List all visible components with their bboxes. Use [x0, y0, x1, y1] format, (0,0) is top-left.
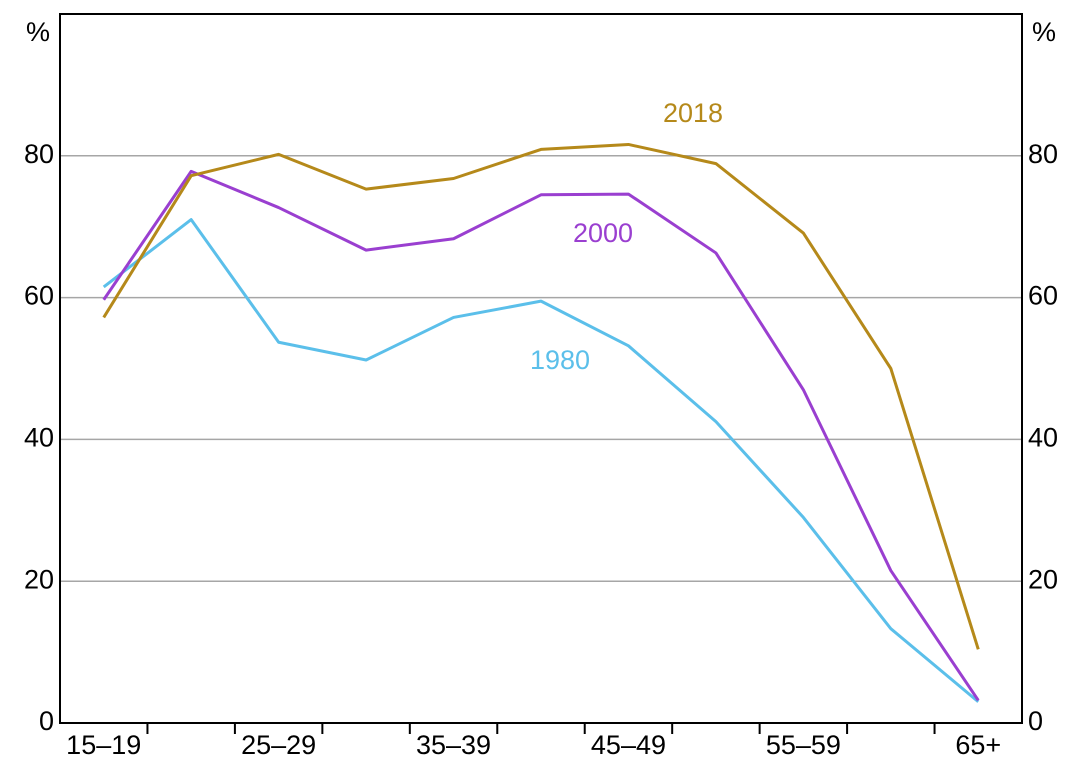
x-tick-label: 55–59 — [766, 730, 841, 760]
y-axis-label: % — [26, 17, 50, 47]
plot-frame — [59, 13, 1023, 724]
x-tick-label: 45–49 — [591, 730, 666, 760]
y-tick-label: 40 — [24, 423, 54, 453]
y-tick-label: 60 — [24, 281, 54, 311]
x-tick-label: 35–39 — [416, 730, 491, 760]
series-label: 2000 — [573, 218, 633, 248]
y2-tick-label: 40 — [1028, 423, 1058, 453]
x-tick-label: 65+ — [955, 730, 1001, 760]
y-tick-label: 80 — [24, 139, 54, 169]
x-tick-label: 15–19 — [66, 730, 141, 760]
y-tick-label: 20 — [24, 564, 54, 594]
series-line — [102, 169, 980, 702]
y2-axis-label: % — [1032, 17, 1056, 47]
series-line — [102, 142, 980, 650]
y2-tick-label: 80 — [1028, 139, 1058, 169]
series-line — [102, 218, 980, 703]
x-tick-label: 25–29 — [241, 730, 316, 760]
series-label: 1980 — [530, 345, 590, 375]
series-label: 2018 — [663, 98, 723, 128]
y2-tick-label: 60 — [1028, 281, 1058, 311]
y2-tick-label: 20 — [1028, 564, 1058, 594]
y-tick-label: 0 — [39, 706, 54, 736]
y2-tick-label: 0 — [1028, 706, 1043, 736]
